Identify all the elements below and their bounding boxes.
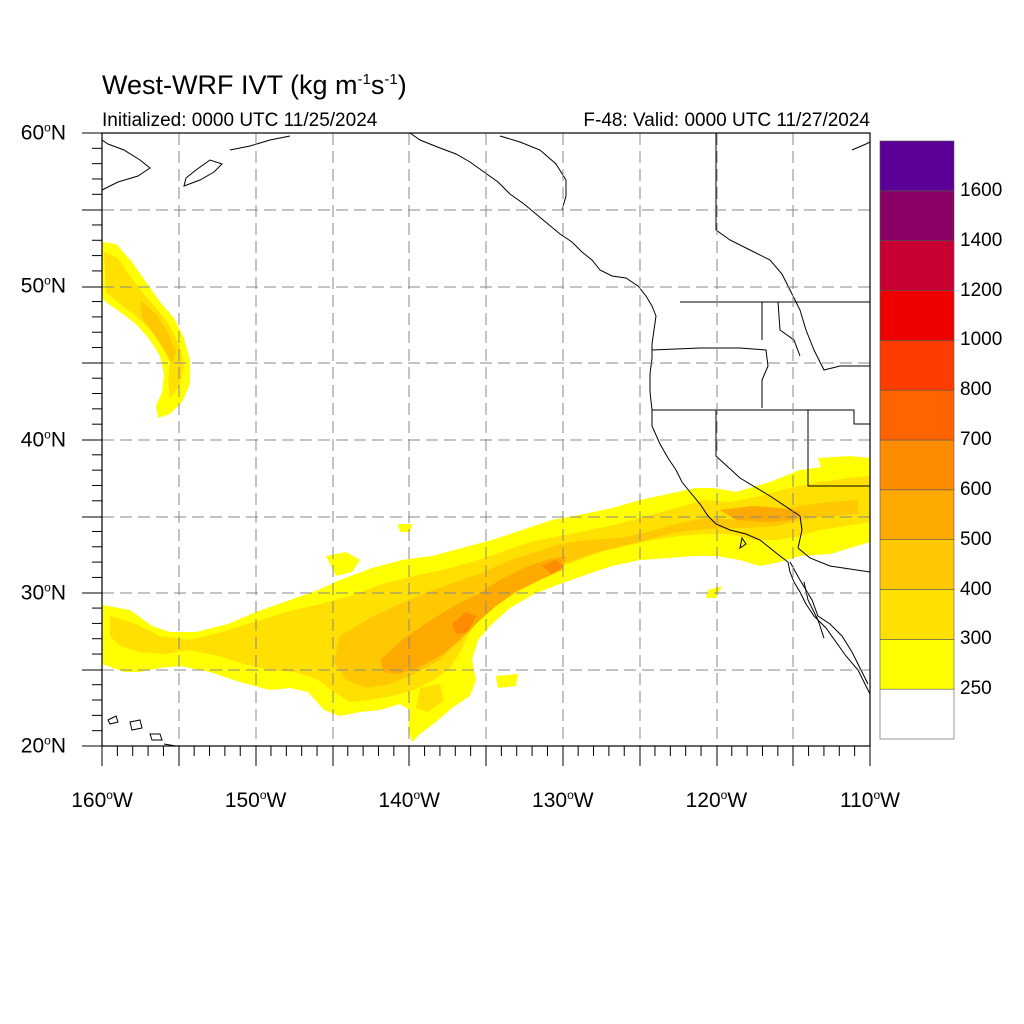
lat-label-50: 50oN	[20, 273, 66, 298]
colorbar-label: 700	[960, 429, 992, 450]
lon-label-120: 120oW	[685, 788, 748, 812]
colorbar	[879, 140, 955, 740]
lat-label-30: 30oN	[20, 580, 66, 605]
colorbar-swatch	[879, 539, 955, 590]
colorbar-label: 250	[960, 678, 992, 700]
colorbar-swatch	[879, 639, 955, 690]
minor-ticks	[92, 147, 856, 756]
lat-label-20: 20oN	[20, 733, 66, 758]
colorbar-swatch	[879, 190, 955, 241]
ivt-atmospheric-river	[102, 456, 870, 742]
colorbar-swatch	[879, 140, 955, 192]
valid-time: F-48: Valid: 0000 UTC 11/27/2024	[583, 110, 870, 131]
colorbar-label: 500	[960, 528, 992, 550]
lon-label-160: 160oW	[71, 788, 133, 812]
lat-label-60: 60oN	[20, 120, 66, 145]
axis-ticks	[82, 132, 871, 766]
colorbar-label: 600	[960, 478, 992, 500]
colorbar-label: 1000	[960, 329, 1003, 351]
colorbar-swatch	[879, 240, 955, 291]
colorbar-label: 1200	[960, 279, 1003, 301]
lon-label-150: 150oW	[224, 788, 287, 812]
lon-label-140: 140oW	[378, 788, 440, 812]
colorbar-swatch	[879, 439, 955, 491]
colorbar-swatch	[879, 290, 955, 341]
colorbar-swatch	[879, 489, 955, 540]
lat-label-40: 40oN	[20, 427, 66, 451]
colorbar-label: 300	[960, 628, 992, 650]
ivt-plume-northwest	[102, 242, 190, 418]
colorbar-label: 1600	[960, 179, 1003, 201]
colorbar-label: 1400	[960, 229, 1003, 251]
colorbar-swatch	[879, 340, 955, 391]
colorbar-label: 400	[960, 578, 992, 600]
colorbar-swatch	[879, 589, 955, 640]
colorbar-swatch	[879, 389, 955, 441]
coastlines-and-borders	[101, 132, 871, 747]
gridlines	[102, 133, 870, 746]
initialized-time: Initialized: 0000 UTC 11/25/2024	[102, 110, 378, 131]
map-title: West-WRF IVT (kg m-1s-1)	[102, 70, 407, 100]
colorbar-swatch	[879, 688, 955, 740]
colorbar-label: 800	[960, 379, 992, 401]
lon-label-110: 110oW	[840, 788, 900, 812]
lon-label-130: 130oW	[532, 788, 594, 812]
